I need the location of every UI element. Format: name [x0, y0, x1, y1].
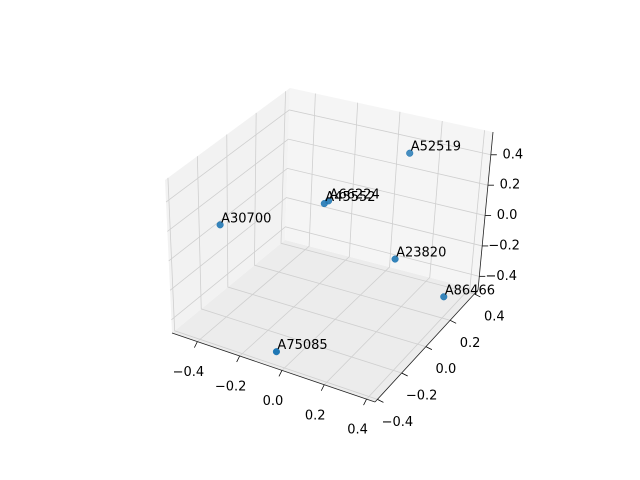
y-tick-label: 0.2	[460, 336, 481, 351]
tick-mark	[377, 399, 384, 403]
tick-mark	[194, 341, 198, 348]
tick-mark	[363, 398, 367, 406]
z-tick-label: 0.4	[502, 147, 523, 162]
tick-mark	[474, 293, 481, 298]
x-tick-label: 0.2	[305, 408, 326, 423]
point-label: A52519	[411, 140, 461, 155]
tick-mark	[425, 346, 433, 351]
x-tick-label: −0.2	[215, 380, 247, 395]
grid-line	[366, 130, 485, 400]
x-tick-label: 0.4	[347, 423, 368, 438]
point-label: A23820	[396, 246, 446, 261]
grid-line	[239, 102, 359, 357]
grid-line	[197, 93, 316, 342]
tick-mark	[320, 384, 325, 391]
point	[216, 221, 224, 229]
point-label: A45552	[325, 190, 375, 205]
z-tick-label: 0.0	[497, 208, 518, 223]
y-tick-label: 0.4	[484, 309, 505, 324]
grid-line	[167, 138, 489, 232]
point	[440, 293, 448, 301]
grid-line	[167, 177, 378, 400]
point	[320, 200, 328, 208]
x-tick-label: 0.0	[263, 394, 284, 409]
y-tick-label: 0.0	[436, 362, 457, 377]
grid-line	[281, 111, 401, 371]
y-tick-label: −0.2	[406, 389, 438, 404]
point-label: A30700	[221, 211, 271, 226]
z-tick-label: −0.2	[488, 238, 520, 253]
x-tick-label: −0.4	[173, 365, 205, 380]
point-label: A86466	[445, 283, 495, 298]
z-axis-line	[477, 131, 494, 291]
grid-line	[323, 120, 443, 386]
grid-line	[171, 226, 480, 321]
point-label: A75085	[277, 338, 327, 353]
y-axis-line	[374, 289, 479, 403]
y-tick-label: −0.4	[382, 415, 414, 430]
grid-line	[169, 197, 483, 291]
z-tick-label: −0.4	[486, 269, 518, 284]
point	[391, 255, 399, 263]
tick-mark	[401, 372, 408, 377]
point	[406, 149, 414, 157]
tick-mark	[236, 355, 241, 363]
grid-line	[165, 109, 491, 203]
point-label: A66224	[330, 187, 380, 202]
tick-mark	[449, 319, 457, 324]
x-axis-line	[171, 332, 376, 403]
z-tick-label: 0.2	[500, 178, 521, 193]
grid-line	[168, 167, 486, 262]
tick-mark	[278, 370, 283, 377]
point	[272, 348, 280, 356]
